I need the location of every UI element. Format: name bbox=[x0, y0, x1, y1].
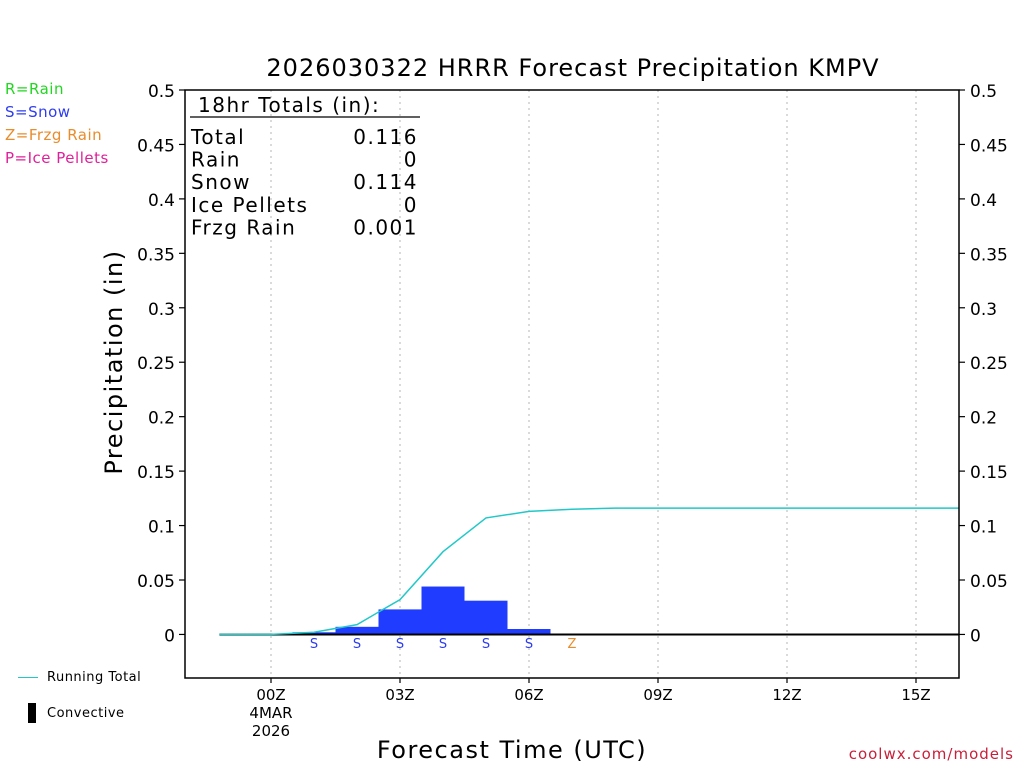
x-tick-label: 06Z bbox=[514, 686, 543, 704]
y-tick-label-right: 0.1 bbox=[970, 518, 997, 538]
y-tick-label-left: 0.3 bbox=[148, 300, 175, 320]
totals-row-label: Rain bbox=[191, 148, 241, 172]
totals-row-value: 0.114 bbox=[353, 170, 418, 194]
y-tick-label-left: 0 bbox=[164, 626, 175, 646]
source-credit: coolwx.com/models bbox=[848, 745, 1014, 763]
legend-frzg-rain: Z=Frzg Rain bbox=[5, 126, 103, 144]
totals-row-value: 0 bbox=[404, 148, 418, 172]
x-axis-label: Forecast Time (UTC) bbox=[377, 736, 647, 764]
precip-bar bbox=[335, 626, 379, 635]
y-tick-label-right: 0 bbox=[970, 626, 981, 646]
y-tick-label-left: 0.35 bbox=[137, 245, 175, 265]
y-tick-label-right: 0.05 bbox=[970, 572, 1008, 592]
precip-type-marker: S bbox=[525, 637, 533, 652]
y-tick-label-left: 0.25 bbox=[137, 354, 175, 374]
totals-row-value: 0.116 bbox=[353, 125, 418, 149]
y-tick-label-left: 0.45 bbox=[137, 136, 175, 156]
y-tick-label-right: 0.25 bbox=[970, 354, 1008, 374]
convective-label: Convective bbox=[47, 706, 125, 721]
precip-bar bbox=[378, 609, 422, 635]
totals-row-value: 0.001 bbox=[353, 215, 418, 239]
y-tick-label-left: 0.1 bbox=[148, 518, 175, 538]
hourly-bars bbox=[292, 586, 551, 635]
legend-ice-pellets: P=Ice Pellets bbox=[5, 149, 109, 167]
y-tick-label-right: 0.45 bbox=[970, 136, 1008, 156]
y-tick-label-right: 0.15 bbox=[970, 463, 1008, 483]
x-tick-label: 09Z bbox=[643, 686, 672, 704]
totals-row-label: Total bbox=[190, 125, 245, 149]
totals-row-label: Snow bbox=[191, 170, 251, 194]
convective-swatch bbox=[28, 703, 36, 723]
precip-type-marker: S bbox=[353, 637, 361, 652]
running-total-series bbox=[219, 507, 959, 636]
precip-bar bbox=[292, 632, 336, 635]
x-tick-label: 00Z bbox=[256, 686, 285, 704]
axes: 0 0 0.05 0.05 0.1 0.1 0.15 0.15 0.2 0.2 0.25 0.25 0.… bbox=[137, 82, 1008, 740]
precip-type-marker: Z bbox=[568, 637, 577, 652]
precip-type-marker: S bbox=[439, 637, 447, 652]
y-tick-label-left: 0.2 bbox=[148, 409, 175, 429]
y-tick-label-left: 0.05 bbox=[137, 572, 175, 592]
precip-type-marker: S bbox=[310, 637, 318, 652]
y-tick-label-right: 0.5 bbox=[970, 82, 997, 102]
running-total-label: Running Total bbox=[47, 670, 142, 685]
y-tick-label-right: 0.4 bbox=[970, 191, 997, 211]
precip-bar bbox=[507, 629, 551, 635]
legend-rain: R=Rain bbox=[5, 80, 64, 98]
y-axis-label: Precipitation (in) bbox=[100, 249, 128, 474]
precip-bar bbox=[421, 586, 465, 635]
y-tick-label-right: 0.35 bbox=[970, 245, 1008, 265]
precip-type-marker: S bbox=[482, 637, 490, 652]
totals-row-value: 0 bbox=[404, 193, 418, 217]
legend-snow: S=Snow bbox=[5, 103, 71, 121]
precip-type-marker: S bbox=[396, 637, 404, 652]
precip-bar bbox=[464, 600, 508, 635]
totals-row-label: Ice Pellets bbox=[191, 193, 308, 217]
totals-box: 18hr Totals (in): Total 0.116 Rain 0 Snow 0.11… bbox=[190, 93, 420, 239]
y-tick-label-left: 0.5 bbox=[148, 82, 175, 102]
x-tick-label: 2026 bbox=[252, 722, 290, 740]
running-total-swatch bbox=[18, 677, 38, 678]
y-tick-label-left: 0.15 bbox=[137, 463, 175, 483]
grid-lines bbox=[270, 90, 917, 678]
chart-title: 2026030322 HRRR Forecast Precipitation K… bbox=[266, 54, 879, 82]
x-tick-label: 15Z bbox=[901, 686, 930, 704]
y-tick-label-right: 0.3 bbox=[970, 300, 997, 320]
x-tick-label: 12Z bbox=[772, 686, 801, 704]
totals-header: 18hr Totals (in): bbox=[198, 93, 380, 117]
running-total-line bbox=[219, 507, 959, 636]
x-tick-label: 03Z bbox=[385, 686, 414, 704]
y-tick-label-right: 0.2 bbox=[970, 409, 997, 429]
plot-frame bbox=[184, 89, 960, 679]
x-tick-label: 4MAR bbox=[249, 704, 292, 722]
totals-row-label: Frzg Rain bbox=[191, 215, 296, 239]
y-tick-label-left: 0.4 bbox=[148, 191, 175, 211]
